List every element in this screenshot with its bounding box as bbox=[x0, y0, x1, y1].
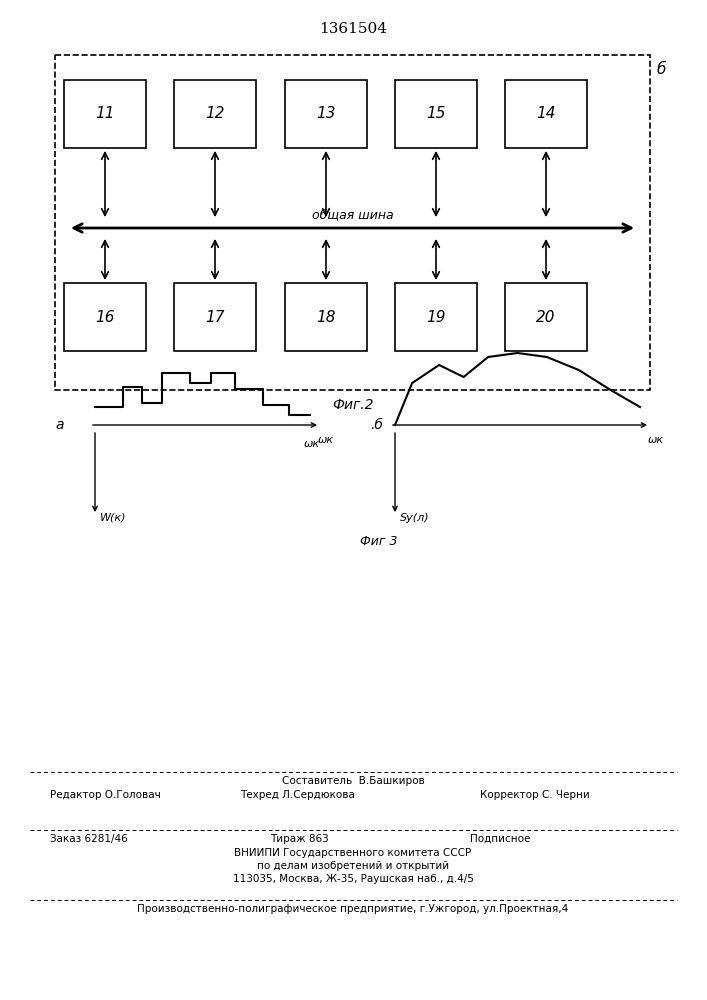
Text: ВНИИПИ Государственного комитета СССР: ВНИИПИ Государственного комитета СССР bbox=[235, 848, 472, 858]
Bar bbox=[505, 283, 587, 351]
Text: 113035, Москва, Ж-35, Раушская наб., д.4/5: 113035, Москва, Ж-35, Раушская наб., д.4… bbox=[233, 874, 474, 884]
Text: Составитель  В.Башкиров: Составитель В.Башкиров bbox=[281, 776, 424, 786]
Bar bbox=[285, 283, 367, 351]
Text: Техред Л.Сердюкова: Техред Л.Сердюкова bbox=[240, 790, 355, 800]
Text: б: б bbox=[657, 62, 667, 77]
Text: 13: 13 bbox=[316, 106, 336, 121]
Text: 15: 15 bbox=[426, 106, 445, 121]
Text: ωк: ωк bbox=[318, 435, 334, 445]
Text: 20: 20 bbox=[536, 310, 556, 324]
Text: Sy(л): Sy(л) bbox=[400, 513, 430, 523]
Bar bbox=[174, 283, 256, 351]
Text: Заказ 6281/46: Заказ 6281/46 bbox=[50, 834, 128, 844]
Text: Фиг 3: Фиг 3 bbox=[360, 535, 397, 548]
Bar bbox=[174, 80, 256, 148]
Bar bbox=[55, 55, 650, 390]
Text: а: а bbox=[55, 418, 64, 432]
Text: W(к): W(к) bbox=[100, 513, 127, 523]
Bar bbox=[64, 283, 146, 351]
Text: 11: 11 bbox=[95, 106, 115, 121]
Bar bbox=[505, 80, 587, 148]
Text: Подписное: Подписное bbox=[470, 834, 530, 844]
Bar bbox=[395, 283, 477, 351]
Text: Тираж 863: Тираж 863 bbox=[270, 834, 329, 844]
Text: по делам изобретений и открытий: по делам изобретений и открытий bbox=[257, 861, 449, 871]
Bar bbox=[395, 80, 477, 148]
Text: ωк: ωк bbox=[304, 439, 320, 449]
Text: 18: 18 bbox=[316, 310, 336, 324]
Text: Корректор С. Черни: Корректор С. Черни bbox=[480, 790, 590, 800]
Text: 1361504: 1361504 bbox=[319, 22, 387, 36]
Text: 12: 12 bbox=[205, 106, 225, 121]
Text: Фиг.2: Фиг.2 bbox=[332, 398, 374, 412]
Text: 16: 16 bbox=[95, 310, 115, 324]
Text: общая шина: общая шина bbox=[312, 208, 393, 221]
Bar bbox=[64, 80, 146, 148]
Text: .б: .б bbox=[370, 418, 383, 432]
Text: ωк: ωк bbox=[648, 435, 664, 445]
Bar bbox=[285, 80, 367, 148]
Text: Редактор О.Головач: Редактор О.Головач bbox=[50, 790, 160, 800]
Text: 19: 19 bbox=[426, 310, 445, 324]
Text: Производственно-полиграфическое предприятие, г.Ужгород, ул.Проектная,4: Производственно-полиграфическое предприя… bbox=[137, 904, 568, 914]
Text: 17: 17 bbox=[205, 310, 225, 324]
Text: 14: 14 bbox=[536, 106, 556, 121]
